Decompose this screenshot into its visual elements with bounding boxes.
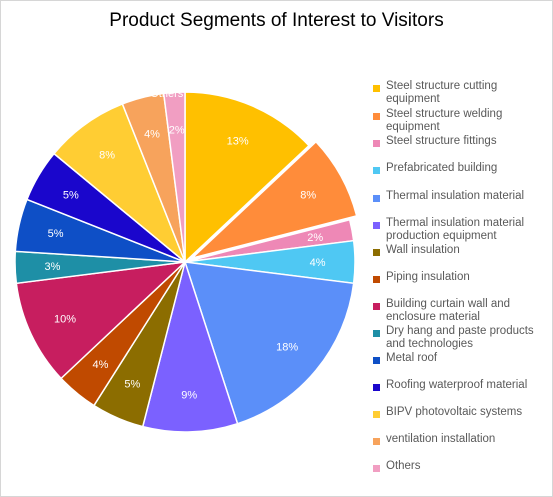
slice-value-label-10: 5% [48,228,64,240]
legend-label: Metal roof [386,352,438,364]
legend-swatch [373,411,380,418]
legend-swatch [373,276,380,283]
slice-value-label-2: 2% [307,232,323,244]
slice-value-label-3: 4% [310,257,326,269]
legend-swatch [373,303,380,310]
chart-title: Product Segments of Interest to Visitors [109,10,444,31]
legend-swatch [373,330,380,337]
legend-swatch [373,140,380,147]
pie-slice-0 [184,91,310,264]
legend-swatch [373,249,380,256]
legend-swatch [373,195,380,202]
legend-label: Steel structure cutting equipment [386,80,498,105]
slice-value-label-6: 5% [124,379,140,391]
legend-swatch [373,167,380,174]
slice-value-label-7: 4% [93,359,109,371]
slice-value-label-11: 5% [63,190,79,202]
slice-value-label-13: 4% [144,129,160,141]
legend-label: Others [386,460,421,472]
legend-swatch [373,85,380,92]
legend-label: Roofing waterproof material [386,379,528,391]
slice-value-label-8: 10% [54,313,76,325]
legend-label: Thermal insulation material [386,190,525,202]
slice-category-label-14: Others [150,88,184,100]
legend-swatch [373,438,380,445]
slice-value-label-9: 3% [45,261,61,273]
pie-slice-4 [183,261,355,425]
legend-label: Wall insulation [386,244,460,256]
legend-swatch [373,465,380,472]
legend-label: Building curtain wall and enclosure mate… [386,298,511,323]
legend-label: Steel structure fittings [386,135,497,147]
slice-value-label-1: 8% [300,189,316,201]
slice-value-label-14: 2% [169,125,185,137]
legend-swatch [373,384,380,391]
legend-label: ventilation installation [386,433,496,445]
legend-label: Thermal insulation material production e… [386,217,525,242]
legend-label: BIPV photovoltaic systems [386,406,523,418]
legend-swatch [373,357,380,364]
pie-slice-14 [162,91,186,263]
pie-slice-1 [191,140,358,259]
legend-label: Steel structure welding equipment [386,108,503,133]
slice-value-label-4: 18% [276,342,298,354]
legend-swatch [373,113,380,120]
legend-swatch [373,222,380,229]
legend-label: Prefabricated building [386,162,498,174]
pie-slice-5 [141,259,239,433]
slice-value-label-12: 8% [99,150,115,162]
slice-value-label-5: 9% [181,390,197,402]
legend-label: Piping insulation [386,271,470,283]
legend-label: Dry hang and paste products and technolo… [386,325,534,350]
pie-slice-8 [15,260,188,380]
slice-value-label-0: 13% [227,135,249,147]
